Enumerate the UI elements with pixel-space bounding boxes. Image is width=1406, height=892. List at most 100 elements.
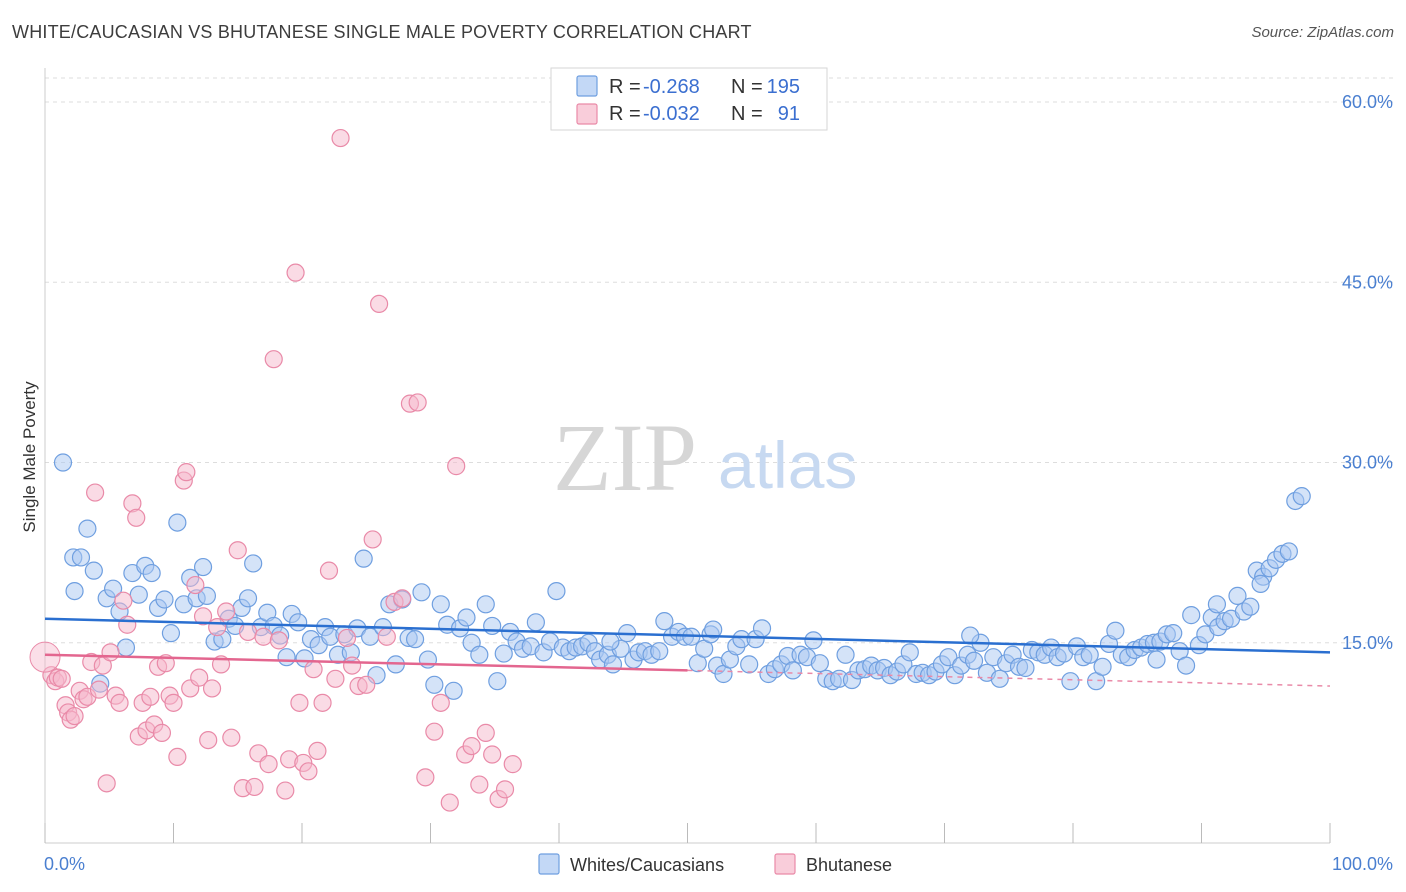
bottom-legend-label-whites: Whites/Caucasians: [570, 855, 724, 875]
white-point: [494, 644, 513, 663]
white-point: [804, 631, 823, 650]
y-tick-label: 30.0%: [1342, 453, 1393, 473]
white-point: [71, 548, 91, 567]
white-point: [444, 681, 463, 700]
y-tick-label: 45.0%: [1342, 272, 1393, 292]
bhutanese-point: [462, 736, 481, 756]
bhutanese-point: [425, 722, 444, 741]
bhutanese-point: [222, 728, 241, 747]
white-point: [142, 563, 161, 583]
bhutanese-point: [110, 693, 129, 712]
white-point: [1176, 656, 1196, 675]
bhutanese-point: [228, 541, 247, 560]
x-tick-label-max: 100.0%: [1332, 854, 1393, 874]
bhutanese-point: [393, 589, 412, 608]
bottom-legend: Whites/Caucasians Bhutanese: [538, 853, 892, 875]
legend-n-value-whites: 195: [767, 76, 800, 98]
white-point: [277, 648, 296, 667]
axes: [44, 68, 1331, 844]
bhutanese-point: [101, 643, 120, 662]
white-point: [78, 519, 97, 538]
white-point: [704, 620, 723, 639]
bhutanese-point: [259, 755, 278, 774]
bhutanese-point: [65, 706, 84, 726]
bhutanese-point: [343, 656, 362, 675]
bhutanese-point: [290, 693, 309, 712]
series-bhutanese-points: [29, 128, 522, 812]
bhutanese-point: [217, 602, 236, 621]
bhutanese-point: [408, 393, 427, 412]
bhutanese-point: [269, 631, 288, 650]
white-point: [289, 613, 308, 632]
bhutanese-point: [476, 723, 495, 742]
white-point: [783, 661, 802, 680]
bhutanese-point: [168, 747, 187, 767]
legend-swatch-whites: [576, 75, 598, 97]
white-point: [457, 608, 476, 627]
white-point: [1080, 645, 1099, 664]
white-point: [168, 513, 187, 532]
white-point: [1164, 624, 1183, 643]
watermark-zip: ZIP: [553, 404, 697, 511]
white-point: [405, 630, 425, 649]
bhutanese-point: [470, 775, 489, 794]
bhutanese-point: [264, 350, 283, 369]
bhutanese-point: [186, 575, 205, 595]
white-point: [412, 583, 431, 602]
white-point: [964, 651, 984, 670]
bottom-legend-label-bhutanese: Bhutanese: [806, 855, 892, 875]
white-point: [740, 655, 759, 674]
white-point: [476, 595, 495, 614]
y-tick-label: 60.0%: [1342, 92, 1393, 112]
bhutanese-point: [114, 591, 133, 610]
y-tick-label: 15.0%: [1342, 633, 1393, 653]
bhutanese-point: [118, 615, 137, 634]
white-point: [836, 645, 855, 664]
bhutanese-point: [245, 777, 264, 797]
bhutanese-point: [416, 768, 435, 787]
white-point: [752, 619, 772, 638]
bhutanese-point: [286, 263, 305, 282]
white-point: [939, 648, 958, 667]
white-point: [1093, 657, 1112, 676]
bhutanese-point: [193, 607, 213, 626]
bhutanese-point: [337, 628, 357, 648]
white-point: [53, 453, 73, 472]
legend-r-label-bhutanese: R =: [609, 103, 641, 125]
bhutanese-point: [357, 675, 376, 694]
bhutanese-point: [313, 693, 332, 712]
legend-n-label-bhutanese: N =: [731, 103, 763, 125]
bhutanese-point: [86, 483, 105, 502]
white-point: [238, 589, 258, 608]
bhutanese-point: [254, 627, 273, 646]
white-point: [129, 585, 148, 604]
white-point: [104, 579, 123, 598]
bhutanese-point: [199, 730, 218, 750]
bhutanese-point: [447, 457, 466, 476]
bhutanese-point: [164, 693, 183, 712]
white-point: [1016, 658, 1035, 678]
bhutanese-point: [208, 618, 227, 637]
bhutanese-point: [440, 793, 459, 812]
white-point: [155, 590, 174, 609]
y-tick-labels: 15.0% 30.0% 45.0% 60.0%: [1342, 92, 1393, 653]
white-point: [655, 612, 674, 631]
bhutanese-point: [495, 780, 515, 799]
white-point: [116, 638, 136, 657]
white-point: [603, 655, 623, 674]
bhutanese-point: [238, 622, 258, 642]
legend: R = -0.268 N = 195 R = -0.032 N = 91: [550, 67, 828, 131]
white-point: [193, 557, 213, 577]
bhutanese-point: [483, 745, 502, 764]
white-point: [418, 650, 438, 669]
legend-r-value-whites: -0.268: [643, 76, 700, 98]
white-point: [1279, 542, 1298, 561]
white-point: [470, 645, 489, 664]
legend-n-value-bhutanese: 91: [778, 103, 800, 125]
white-point: [197, 586, 217, 605]
white-point: [1147, 650, 1166, 669]
bhutanese-point: [326, 669, 345, 688]
white-point: [244, 554, 263, 573]
white-point: [1182, 606, 1201, 625]
